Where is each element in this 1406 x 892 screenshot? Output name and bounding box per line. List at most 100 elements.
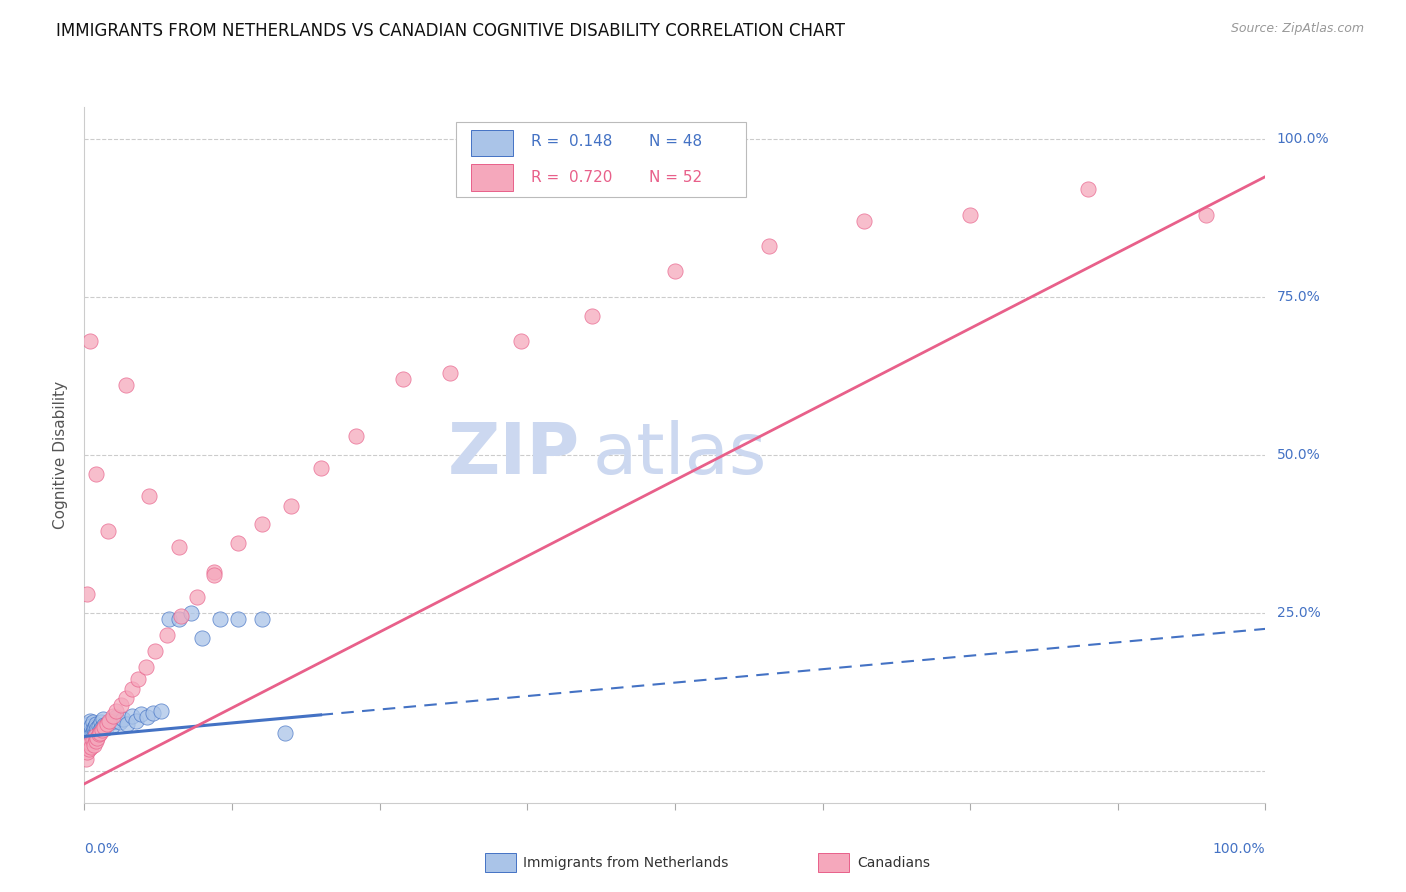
FancyBboxPatch shape <box>457 122 745 197</box>
Point <box>135 660 157 674</box>
Text: R =  0.148: R = 0.148 <box>531 134 612 149</box>
Point <box>127 673 149 687</box>
Text: 75.0%: 75.0% <box>1277 290 1320 304</box>
Point <box>77 716 100 731</box>
Text: Canadians: Canadians <box>858 856 931 871</box>
FancyBboxPatch shape <box>471 164 513 191</box>
Point <box>121 708 143 723</box>
Text: 100.0%: 100.0% <box>1277 132 1329 145</box>
Point <box>96 716 118 731</box>
Point <box>758 239 780 253</box>
Point <box>77 739 100 753</box>
Point <box>77 730 100 744</box>
Point <box>98 714 121 728</box>
Point <box>82 725 104 739</box>
Point <box>226 612 249 626</box>
Text: IMMIGRANTS FROM NETHERLANDS VS CANADIAN COGNITIVE DISABILITY CORRELATION CHART: IMMIGRANTS FROM NETHERLANDS VS CANADIAN … <box>56 22 845 40</box>
Point <box>105 704 128 718</box>
Point <box>143 644 166 658</box>
Point <box>202 568 225 582</box>
Point <box>79 736 101 750</box>
Point <box>167 540 190 554</box>
Point <box>664 264 686 278</box>
Text: 100.0%: 100.0% <box>1213 842 1265 855</box>
Point <box>87 718 110 732</box>
Point <box>510 334 533 348</box>
Point <box>1195 208 1218 222</box>
Point <box>79 334 101 348</box>
Point <box>250 612 273 626</box>
Point <box>76 587 98 601</box>
Text: N = 52: N = 52 <box>650 169 702 185</box>
Point <box>344 429 367 443</box>
Text: 25.0%: 25.0% <box>1277 606 1320 620</box>
Point <box>125 714 148 728</box>
Point <box>84 730 107 744</box>
Point <box>156 628 179 642</box>
Text: N = 48: N = 48 <box>650 134 702 149</box>
Point <box>101 708 124 723</box>
Point <box>75 751 97 765</box>
Point <box>79 726 101 740</box>
Point <box>180 606 202 620</box>
Point <box>170 609 193 624</box>
Point <box>89 726 111 740</box>
Point <box>93 718 115 732</box>
Point <box>581 309 603 323</box>
Point <box>93 720 115 734</box>
Point <box>84 734 107 748</box>
Point <box>77 742 100 756</box>
Point <box>91 712 114 726</box>
Point <box>83 738 105 752</box>
Point <box>80 718 103 732</box>
Point <box>136 710 159 724</box>
Point <box>80 727 103 741</box>
Point <box>100 718 122 732</box>
Point <box>86 731 108 746</box>
Point <box>83 723 105 737</box>
Point <box>98 714 121 729</box>
Point <box>167 612 190 626</box>
Point <box>76 723 98 737</box>
Point <box>112 712 135 726</box>
Point <box>105 710 128 724</box>
Point <box>83 721 105 735</box>
Point <box>392 372 415 386</box>
Point <box>110 698 132 712</box>
Y-axis label: Cognitive Disability: Cognitive Disability <box>53 381 69 529</box>
Point <box>959 208 981 222</box>
Point <box>108 714 131 729</box>
Point <box>114 378 136 392</box>
Point <box>150 704 173 718</box>
Text: Immigrants from Netherlands: Immigrants from Netherlands <box>523 856 728 871</box>
Point <box>852 214 875 228</box>
Text: Source: ZipAtlas.com: Source: ZipAtlas.com <box>1230 22 1364 36</box>
Point <box>80 740 103 755</box>
Point <box>186 591 208 605</box>
Point <box>94 721 117 735</box>
Text: ZIP: ZIP <box>449 420 581 490</box>
Point <box>82 714 104 729</box>
Point <box>115 716 138 731</box>
Point <box>1077 182 1099 196</box>
Point <box>274 726 297 740</box>
Point <box>75 732 97 747</box>
Point <box>280 499 302 513</box>
Point <box>202 565 225 579</box>
Point <box>90 714 112 729</box>
Point <box>157 612 180 626</box>
Point <box>89 723 111 737</box>
Point <box>309 460 332 475</box>
Point <box>77 726 100 740</box>
Text: 50.0%: 50.0% <box>1277 448 1320 462</box>
Point <box>91 723 114 737</box>
Point <box>250 517 273 532</box>
Point <box>439 366 461 380</box>
Point <box>91 720 114 734</box>
Text: 0.0%: 0.0% <box>84 842 120 855</box>
Point <box>97 524 120 538</box>
Point <box>77 720 100 734</box>
Point <box>87 727 110 741</box>
Point <box>84 716 107 731</box>
Point <box>84 726 107 740</box>
